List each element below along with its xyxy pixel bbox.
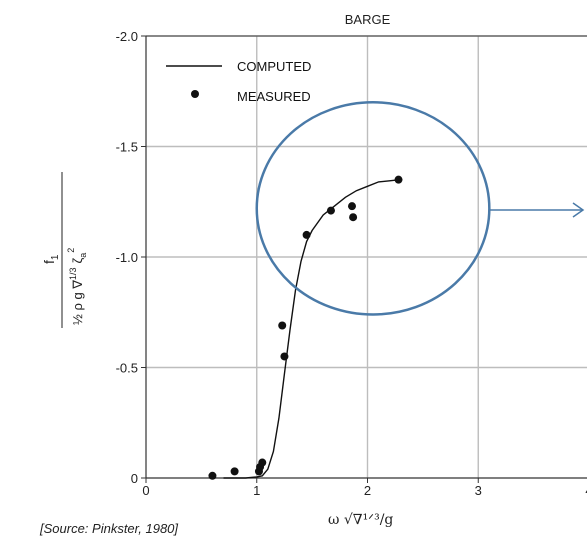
y-tick-label: -2.0 bbox=[116, 29, 138, 44]
measured-point bbox=[394, 175, 403, 184]
y-tick-label: -0.5 bbox=[116, 361, 138, 376]
measured-point bbox=[349, 213, 358, 222]
legend-measured-label: MEASURED bbox=[237, 89, 311, 104]
measured-point bbox=[302, 230, 311, 239]
computed-line bbox=[223, 178, 401, 479]
annotation-arrow-head bbox=[572, 202, 585, 218]
measured-point bbox=[280, 352, 289, 361]
legend-measured-swatch bbox=[191, 90, 199, 98]
x-tick-label: 1 bbox=[253, 483, 260, 498]
measured-point bbox=[278, 321, 287, 330]
x-axis-label: ω √∇¹ᐟ³/g bbox=[328, 512, 394, 528]
series-group bbox=[208, 175, 403, 480]
x-tick-label: 0 bbox=[142, 483, 149, 498]
y-axis-label: f1 ½ ρ g ∇1/3ζa2 bbox=[30, 150, 88, 340]
legend: COMPUTED MEASURED bbox=[166, 59, 311, 104]
y-tick-label: 0 bbox=[131, 471, 138, 486]
legend-computed-label: COMPUTED bbox=[237, 59, 311, 74]
measured-point bbox=[258, 458, 267, 467]
y-tick-label: -1.0 bbox=[116, 250, 138, 265]
source-citation: [Source: Pinkster, 1980] bbox=[40, 521, 179, 536]
x-tick-label: 3 bbox=[475, 483, 482, 498]
highlight-ellipse bbox=[255, 101, 491, 316]
chart-title: BARGE bbox=[345, 12, 391, 27]
measured-point bbox=[326, 206, 335, 215]
x-tick-label: 4 bbox=[585, 483, 587, 498]
y-tick-label: -1.5 bbox=[116, 140, 138, 155]
axes bbox=[141, 35, 587, 483]
measured-point bbox=[230, 467, 239, 476]
tick-labels: 0 1 2 3 4 -2.0 -1.5 -1.0 -0.5 0 bbox=[116, 29, 587, 498]
ylabel-numerator: f1 bbox=[41, 254, 61, 264]
measured-point bbox=[347, 202, 356, 211]
annotations bbox=[255, 101, 585, 316]
measured-point bbox=[208, 471, 217, 480]
ylabel-denominator: ½ ρ g ∇1/3ζa2 bbox=[66, 248, 88, 325]
x-tick-label: 2 bbox=[364, 483, 371, 498]
